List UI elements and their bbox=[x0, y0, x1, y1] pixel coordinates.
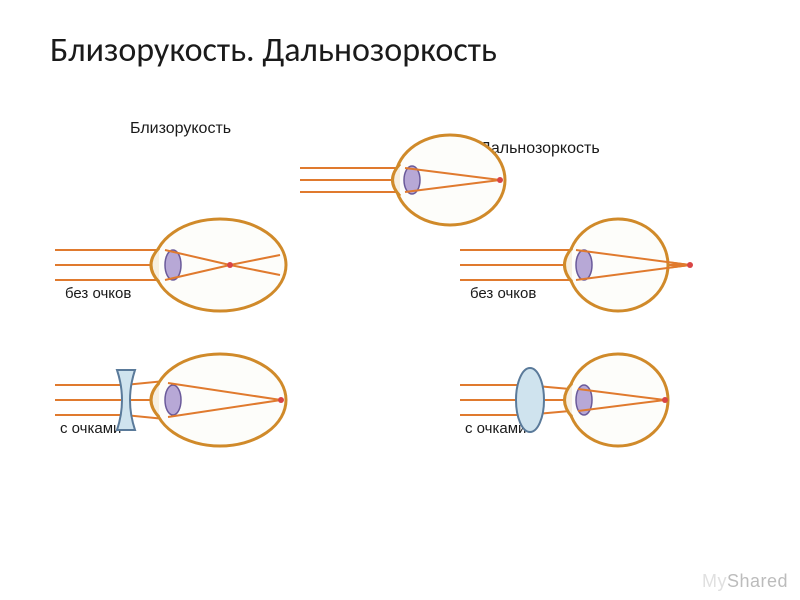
eye-myopia-no-glasses bbox=[55, 210, 295, 320]
diagram-area: Близорукость Дальнозоркость без очков с … bbox=[0, 120, 800, 550]
watermark-part2: Shared bbox=[727, 571, 788, 591]
slide: Близорукость. Дальнозоркость Близорукост… bbox=[0, 0, 800, 600]
eye-hyperopia-with-glasses bbox=[460, 345, 700, 455]
eye-hyperopia-no-glasses bbox=[460, 210, 700, 320]
watermark: MyShared bbox=[702, 571, 788, 592]
eye-myopia-with-glasses bbox=[55, 345, 295, 455]
page-title: Близорукость. Дальнозоркость bbox=[50, 30, 497, 71]
watermark-part1: My bbox=[702, 571, 727, 591]
col-label-myopia: Близорукость bbox=[130, 120, 231, 138]
